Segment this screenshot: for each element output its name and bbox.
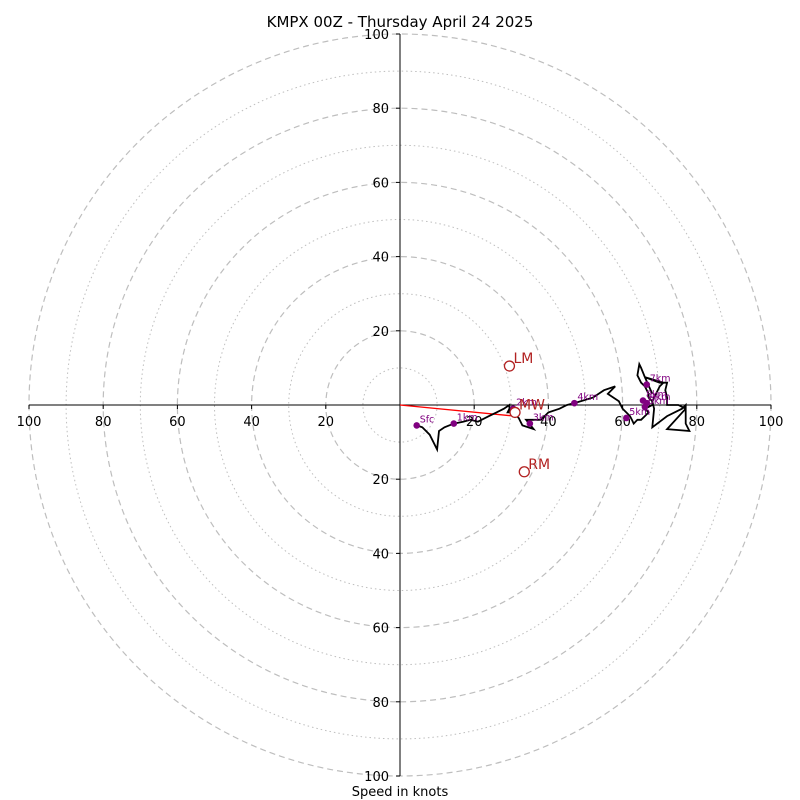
x-tick-label: 40 [540, 415, 557, 430]
y-tick-label: 40 [372, 547, 389, 562]
height-label-9km: 9km [650, 392, 671, 403]
y-tick-label: 20 [372, 325, 389, 340]
y-tick-label: 80 [372, 696, 389, 711]
height-label-7km: 7km [650, 374, 671, 385]
height-label-Sfc: Sfc [420, 414, 435, 425]
wind-profile-line [416, 361, 691, 453]
height-marker-1km [450, 420, 458, 427]
height-label-6km: 6km [648, 396, 669, 407]
x-tick-label: 80 [95, 415, 112, 430]
y-tick-label: 60 [372, 622, 389, 637]
x-tick-label: 20 [318, 415, 335, 430]
x-tick-label: 40 [243, 415, 260, 430]
y-tick-label: 80 [372, 102, 389, 117]
storm-motion-LM [503, 360, 516, 372]
y-tick-label: 40 [372, 251, 389, 266]
height-label-3km: 3km [533, 413, 554, 424]
x-tick-label: 60 [169, 415, 186, 430]
height-marker-3km [526, 420, 534, 427]
storm-motion-RM [518, 466, 530, 478]
height-label-2km: 2km [516, 398, 537, 409]
x-tick-label: 80 [689, 415, 706, 430]
height-marker-Sfc [413, 422, 420, 429]
hodograph-trace [416, 361, 691, 453]
x-axis-label: Speed in knots [352, 785, 449, 800]
y-tick-label: 100 [364, 28, 389, 43]
shear-vector [399, 404, 516, 417]
x-tick-label: 100 [17, 415, 42, 430]
y-tick-label: 100 [364, 770, 389, 785]
height-marker-7km [643, 381, 651, 388]
shear-vector-line [399, 404, 516, 417]
x-tick-label: 100 [759, 415, 784, 430]
height-label-1km: 1km [457, 413, 478, 424]
storm-motion-label-MW: MW [519, 397, 545, 413]
storm-motion-MW [509, 406, 521, 419]
y-tick-label: 20 [372, 473, 389, 488]
height-label-5km: 5km [629, 407, 650, 418]
height-marker-9km [643, 399, 651, 407]
storm-motion-label-LM: LM [513, 351, 533, 367]
height-marker-5km [623, 414, 630, 422]
y-tick-label: 60 [372, 176, 389, 191]
x-tick-label: 20 [466, 415, 483, 430]
height-marker-4km [571, 399, 578, 407]
chart-title: KMPX 00Z - Thursday April 24 2025 [267, 13, 534, 31]
height-label-8km: 8km [646, 390, 667, 401]
storm-motion-label-RM: RM [528, 457, 550, 473]
height-label-4km: 4km [577, 392, 598, 403]
storm-motion-markers: LM MW RM [503, 351, 550, 478]
